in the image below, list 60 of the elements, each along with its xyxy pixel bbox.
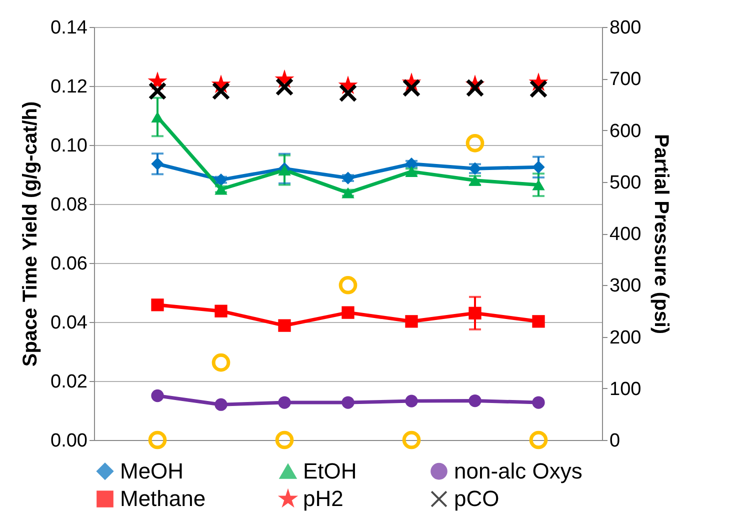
point (338, 276, 358, 294)
point (532, 315, 545, 328)
y2-tick-label: 400 (610, 224, 642, 245)
point (342, 172, 354, 184)
point (148, 430, 167, 450)
point (405, 315, 418, 328)
point (405, 394, 418, 408)
y-tick-label: 0.04 (50, 312, 88, 334)
point (402, 78, 421, 98)
point (529, 430, 548, 450)
point (529, 80, 548, 98)
point (468, 306, 482, 320)
point (342, 306, 354, 319)
y-tick-label: 0.14 (50, 18, 88, 38)
point (278, 164, 291, 176)
y2-tick-label: 500 (610, 172, 642, 194)
point (405, 158, 418, 170)
point (151, 112, 164, 122)
point (338, 84, 358, 102)
y-axis-title: Space Time Yield (g/g-cat/h) (20, 101, 42, 367)
y-tick-label: 0.00 (50, 430, 88, 452)
y-tick-label: 0.08 (50, 194, 88, 216)
y-tick-label: 0.02 (50, 372, 88, 392)
legend-label: pCO (454, 486, 500, 511)
point (342, 396, 354, 409)
legend-label: non-alc Oxys (454, 458, 582, 484)
point (151, 389, 164, 402)
point (468, 394, 482, 408)
point (148, 82, 167, 100)
point (532, 160, 545, 174)
point (151, 298, 164, 312)
point (532, 396, 545, 409)
y2-tick-label: 800 (610, 18, 642, 38)
y2-tick-label: 300 (610, 276, 642, 297)
y2-tick-label: 700 (610, 69, 642, 90)
y2-tick-label: 100 (610, 378, 642, 400)
point (466, 78, 484, 98)
legend-label: EtOH (303, 458, 357, 484)
y2-axis-title: Partial Pressure (psi) (650, 134, 672, 334)
y-tick-label: 0.06 (50, 254, 88, 274)
y2-tick-label: 600 (610, 120, 642, 142)
point (212, 82, 230, 100)
point (214, 173, 228, 186)
y2-tick-label: 0 (610, 430, 620, 452)
point (402, 430, 421, 450)
legend-label: pH2 (303, 486, 344, 511)
y2-tick-label: 200 (610, 327, 642, 348)
y-tick-label: 0.12 (50, 76, 88, 98)
point (212, 353, 230, 372)
point (278, 396, 291, 409)
legend-label: MeOH (120, 458, 184, 484)
point (466, 134, 484, 152)
point (151, 158, 164, 170)
point (214, 398, 228, 411)
point (278, 319, 291, 332)
y-tick-label: 0.10 (50, 136, 88, 156)
legend-label: Methane (120, 486, 206, 511)
point (275, 78, 294, 96)
point (275, 430, 294, 450)
point (214, 304, 228, 318)
